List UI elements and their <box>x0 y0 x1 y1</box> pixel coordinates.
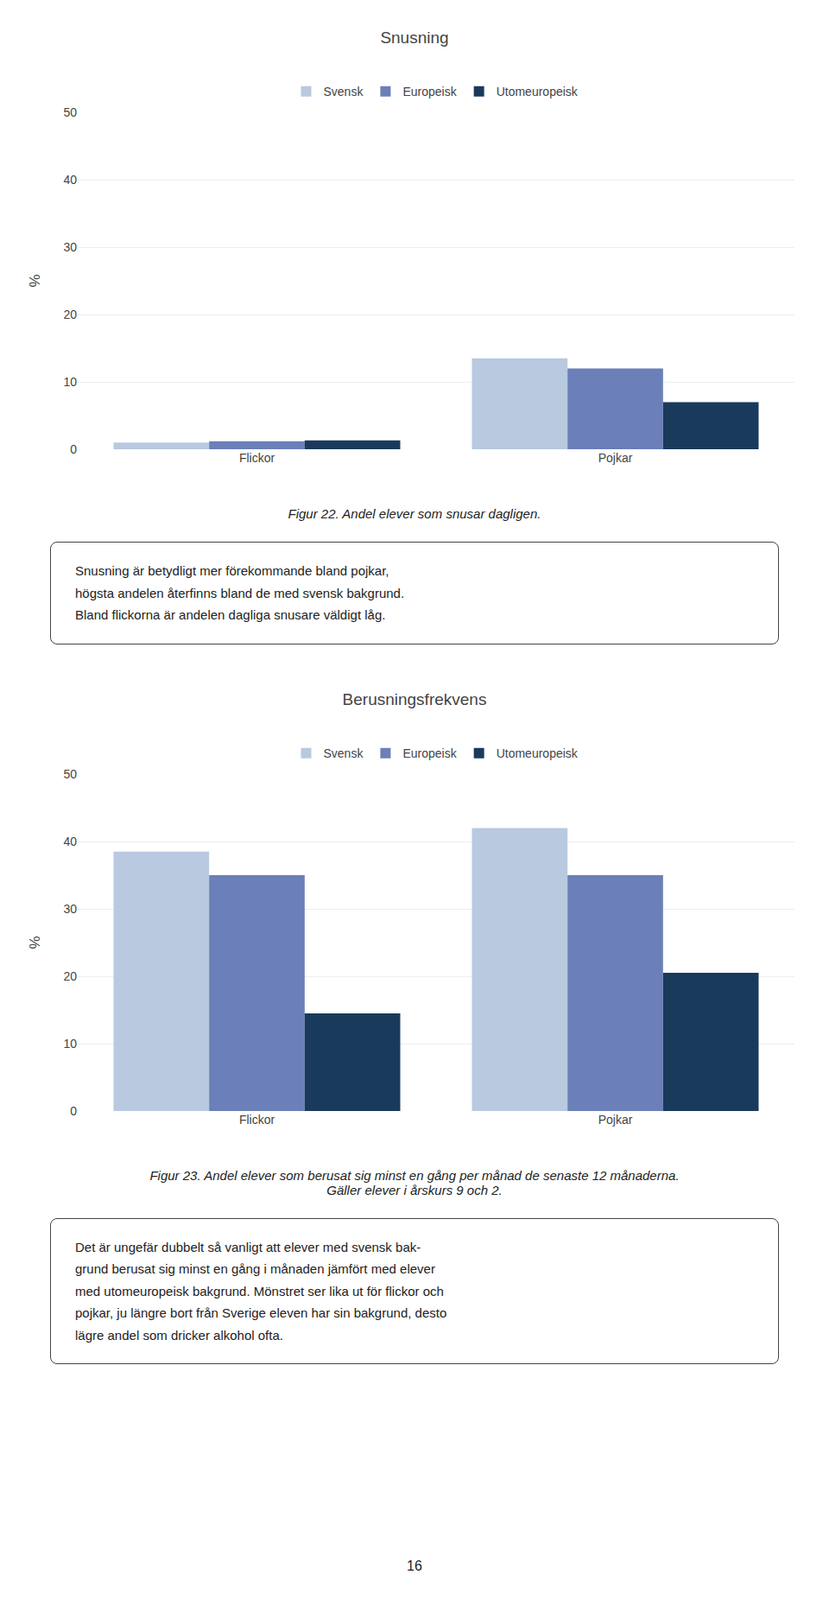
html-text:16: 16 <box>406 1557 423 1573</box>
svg-text:0: 0 <box>69 442 77 456</box>
svg-text:%: % <box>26 935 44 949</box>
svg-text:50: 50 <box>63 105 77 120</box>
svg-text:10: 10 <box>63 1035 77 1050</box>
svg-text:Pojkar: Pojkar <box>598 450 633 465</box>
html-text:Snusning är betydligt mer före: Snusning är betydligt mer förekommande b… <box>75 563 405 622</box>
svg-text:20: 20 <box>63 968 77 982</box>
svg-text:0: 0 <box>69 1102 77 1117</box>
html-text:Det är ungefär dubbelt så vanl: Det är ungefär dubbelt så vanligt att el… <box>75 1238 447 1342</box>
svg-text:Utomeuropeisk: Utomeuropeisk <box>496 84 579 99</box>
svg-text:Europeisk: Europeisk <box>402 84 457 99</box>
svg-text:10: 10 <box>63 374 77 389</box>
svg-text:Berusningsfrekvens: Berusningsfrekvens <box>342 689 488 709</box>
svg-text:Flickor: Flickor <box>239 1112 276 1127</box>
svg-text:Utomeuropeisk: Utomeuropeisk <box>496 746 579 760</box>
svg-text:Snusning: Snusning <box>379 28 449 47</box>
svg-text:Europeisk: Europeisk <box>402 746 457 760</box>
svg-text:%: % <box>26 273 44 287</box>
svg-text:50: 50 <box>63 765 77 780</box>
svg-text:30: 30 <box>63 900 77 915</box>
svg-text:40: 40 <box>63 172 77 187</box>
svg-text:Pojkar: Pojkar <box>598 1112 633 1127</box>
html-text:Figur 23. Andel elever som ber: Figur 23. Andel elever som berusat sig m… <box>149 1167 680 1197</box>
svg-text:30: 30 <box>63 240 77 254</box>
svg-text:Svensk: Svensk <box>323 84 365 99</box>
svg-text:40: 40 <box>63 833 77 848</box>
svg-text:20: 20 <box>63 307 77 322</box>
html-text:Figur 22. Andel elever som snu: Figur 22. Andel elever som snusar daglig… <box>287 506 542 521</box>
svg-text:Svensk: Svensk <box>323 746 365 760</box>
svg-text:Flickor: Flickor <box>239 450 276 465</box>
